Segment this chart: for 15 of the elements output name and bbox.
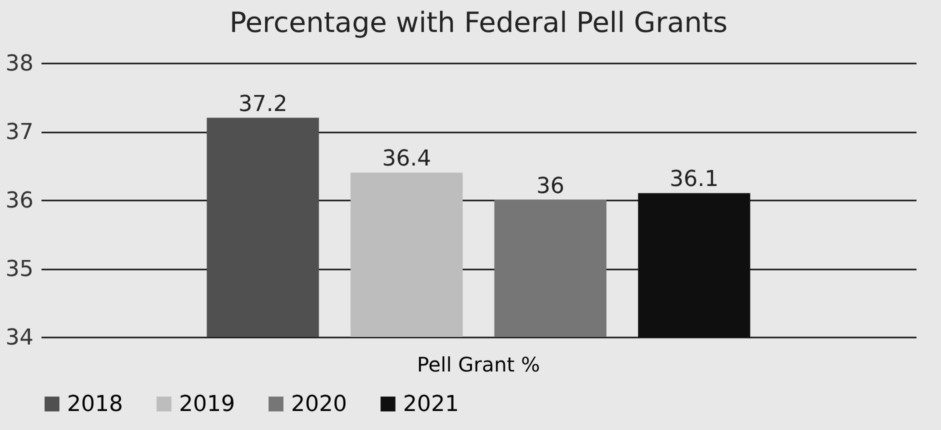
chart-title: Percentage with Federal Pell Grants	[229, 6, 728, 39]
legend-label: 2018	[67, 392, 123, 417]
data-label: 36.1	[670, 167, 719, 192]
data-label: 37.2	[238, 92, 288, 117]
y-tick-label: 34	[6, 326, 34, 350]
y-tick-label: 35	[6, 257, 34, 282]
legend-label: 2019	[179, 392, 235, 417]
x-tick-label: Pell Grant %	[417, 352, 540, 376]
y-tick-label: 38	[6, 52, 34, 76]
legend-label: 2021	[403, 392, 459, 417]
data-label: 36	[536, 174, 564, 199]
y-tick-label: 37	[6, 120, 34, 145]
y-tick-label: 36	[6, 188, 34, 214]
data-label: 36.4	[382, 146, 432, 172]
legend-label: 2020	[291, 392, 347, 417]
